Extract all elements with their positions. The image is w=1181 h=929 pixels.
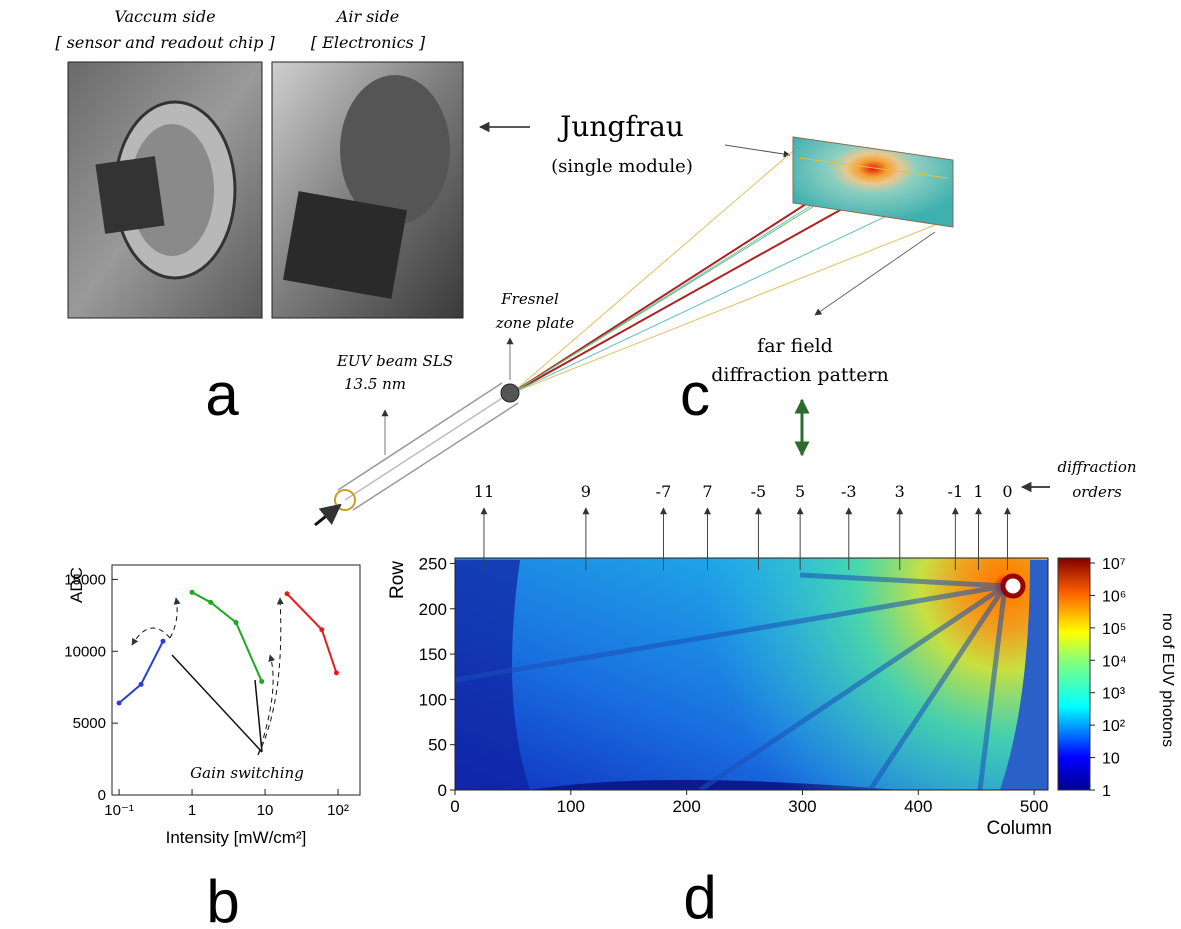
order-label: 11 — [474, 482, 494, 501]
plot-frame — [112, 565, 360, 795]
figure: Vaccum side [ sensor and readout chip ] … — [0, 0, 1181, 929]
order-label: 9 — [581, 482, 591, 501]
x-tick-label: 200 — [672, 797, 700, 816]
x-tick-label: 400 — [904, 797, 932, 816]
zone-plate — [501, 384, 519, 402]
pattern-label: far field — [757, 335, 833, 357]
y-tick-label: 200 — [419, 600, 447, 619]
y-axis-label: Row — [387, 561, 408, 599]
orders-label: diffraction — [1057, 458, 1136, 476]
y-axis-label: ADC — [67, 567, 86, 603]
x-tick-label: 10⁻¹ — [104, 802, 134, 819]
beam-label: 13.5 nm — [344, 375, 406, 393]
series-line — [119, 641, 163, 703]
photo-title: Vaccum side — [114, 7, 215, 26]
data-point — [234, 620, 239, 625]
y-tick-label: 250 — [419, 554, 447, 573]
y-tick-label: 0 — [438, 781, 447, 800]
x-tick-label: 10 — [257, 802, 274, 819]
annotation-arrow — [258, 598, 281, 755]
colorbar-tick-label: 10⁷ — [1102, 556, 1126, 573]
x-tick-label: 300 — [788, 797, 816, 816]
photo-subtitle: [ sensor and readout chip ] — [55, 33, 275, 52]
x-axis-label: Intensity [mW/cm²] — [166, 828, 307, 847]
series-line — [192, 592, 262, 681]
photo-air-side — [272, 62, 463, 318]
colorbar-label: no of EUV photons — [1159, 613, 1176, 747]
arrow — [725, 145, 790, 155]
order-label: 5 — [795, 482, 805, 501]
panel-letter: b — [206, 868, 239, 929]
panel-letter: c — [680, 361, 710, 428]
order-label: 3 — [895, 482, 905, 501]
y-tick-label: 5000 — [73, 715, 106, 732]
colorbar-tick-label: 10⁶ — [1102, 588, 1126, 605]
heatmap-image — [455, 558, 1048, 790]
x-tick-label: 0 — [450, 797, 459, 816]
arrow — [315, 505, 340, 525]
colorbar-tick-label: 1 — [1102, 783, 1111, 800]
photo-title: Air side — [335, 7, 399, 26]
order-label: -7 — [656, 482, 672, 501]
colorbar-tick-label: 10⁴ — [1102, 653, 1127, 670]
colorbar-tick-label: 10² — [1102, 718, 1126, 735]
y-tick-label: 100 — [419, 690, 447, 709]
order-label: 1 — [973, 482, 983, 501]
colorbar-tick-label: 10 — [1102, 751, 1120, 768]
data-point — [139, 682, 144, 687]
zone-plate-label: Fresnel — [500, 290, 559, 308]
data-point — [208, 600, 213, 605]
photo-subtitle: [ Electronics ] — [311, 33, 426, 52]
x-axis-label: Column — [987, 818, 1052, 839]
detector-name: Jungfrau — [557, 110, 684, 143]
orders-label: orders — [1072, 483, 1122, 501]
order-label: -1 — [948, 482, 964, 501]
data-point — [319, 627, 324, 632]
colorbar-tick-label: 10⁵ — [1102, 621, 1126, 638]
data-point — [259, 679, 264, 684]
y-tick-label: 0 — [98, 787, 106, 804]
x-tick-label: 10² — [327, 802, 349, 819]
order-label: 0 — [1002, 482, 1012, 501]
y-tick-label: 50 — [428, 736, 447, 755]
panel-letter: d — [683, 864, 716, 929]
y-tick-label: 10000 — [64, 643, 106, 660]
x-tick-label: 100 — [557, 797, 585, 816]
series-line — [287, 594, 336, 673]
colorbar — [1058, 558, 1090, 790]
data-point — [334, 670, 339, 675]
data-point — [161, 639, 166, 644]
detector — [793, 137, 953, 227]
beam-label: EUV beam SLS — [336, 352, 453, 370]
order-label: 7 — [702, 482, 712, 501]
detector-note: (single module) — [551, 156, 693, 177]
y-tick-label: 150 — [419, 645, 447, 664]
order-label: -5 — [751, 482, 767, 501]
annotation-line — [255, 680, 262, 752]
data-point — [117, 701, 122, 706]
panel-letter: a — [205, 361, 239, 428]
arrow — [815, 232, 935, 315]
x-tick-label: 1 — [188, 802, 196, 819]
data-point — [190, 590, 195, 595]
photo-vacuum-side — [68, 62, 262, 318]
annotation: Gain switching — [190, 764, 304, 782]
zone-plate-label: zone plate — [495, 314, 575, 332]
annotation-arrow — [170, 598, 177, 638]
pattern-label: diffraction pattern — [711, 364, 889, 386]
x-tick-label: 500 — [1020, 797, 1048, 816]
order-label: -3 — [841, 482, 857, 501]
data-point — [285, 591, 290, 596]
colorbar-tick-label: 10³ — [1102, 686, 1126, 703]
annotation-line — [172, 655, 262, 752]
